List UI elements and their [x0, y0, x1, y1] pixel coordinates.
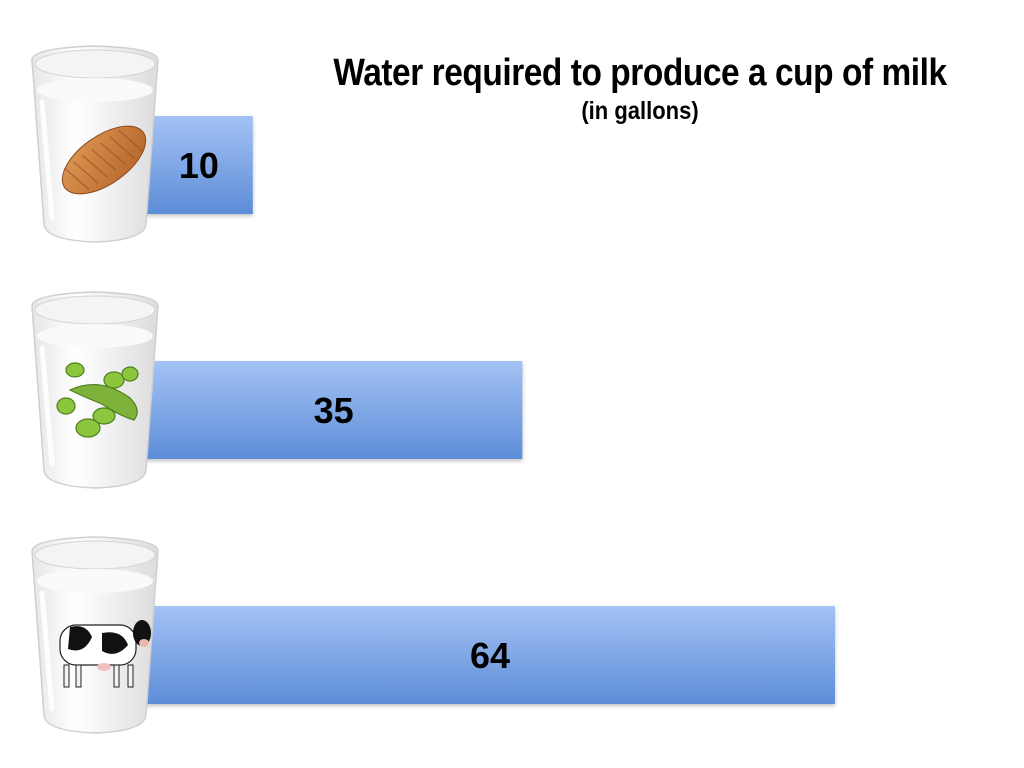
- bar-value-label: 35: [314, 390, 354, 431]
- cow-milk-glass-icon: [31, 536, 159, 734]
- almond-milk-glass-icon: [31, 45, 159, 243]
- bar-value-label: 10: [179, 145, 219, 186]
- chart-subtitle: (in gallons): [581, 97, 699, 125]
- chart-title: Water required to produce a cup of milk: [333, 52, 947, 94]
- bar-3: [145, 606, 835, 704]
- chart-title-block: Water required to produce a cup of milk …: [290, 52, 990, 126]
- bar-2: [145, 361, 523, 459]
- soy-milk-glass-icon: [31, 291, 159, 489]
- bar-value-label: 64: [470, 635, 510, 676]
- bar-1: [145, 116, 253, 214]
